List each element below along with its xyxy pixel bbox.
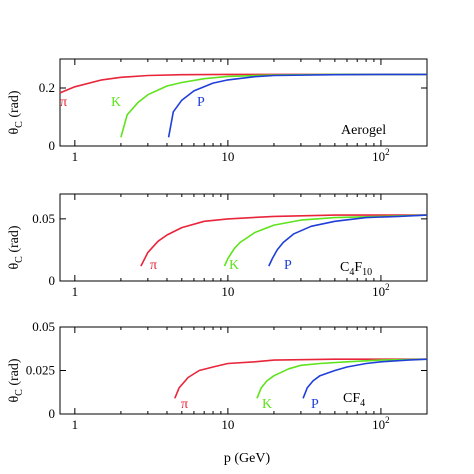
- y-axis-label: θC (rad): [7, 90, 25, 134]
- series-label-pi: π: [150, 258, 157, 273]
- plot-frame: [59, 193, 428, 282]
- x-tick-label: 10: [221, 417, 234, 432]
- y-axis-label: θC (rad): [7, 358, 25, 402]
- plot-frame: [59, 326, 428, 415]
- y-axis-label: θC (rad): [7, 225, 25, 269]
- y-tick-label: 0: [49, 273, 56, 288]
- series-line-p: [302, 358, 428, 399]
- x-tick-label: 102: [372, 147, 390, 164]
- y-tick-label: 0.2: [39, 80, 55, 95]
- medium-label: CF4: [343, 391, 365, 409]
- panel-aerogel: 1 10 102 0 0.2 θC (rad) π K P Aerogel: [7, 58, 428, 164]
- series-line-k: [256, 358, 428, 399]
- series-label-p: P: [284, 258, 292, 273]
- medium-label: C4F10: [340, 260, 372, 278]
- series-label-p: P: [311, 397, 319, 412]
- series-label-k: K: [229, 258, 239, 273]
- panel-c4f10: 1 10 102 0 0.05 θC (rad) π K P C4F10: [7, 193, 428, 299]
- y-tick-label: 0: [49, 406, 56, 421]
- x-tick-label: 1: [72, 149, 79, 164]
- series-label-k: K: [111, 95, 121, 110]
- x-tick-label: 1: [72, 284, 79, 299]
- series-label-p: P: [197, 95, 205, 110]
- series-label-k: K: [262, 397, 272, 412]
- series-line-p: [167, 73, 427, 138]
- x-tick-label: 102: [372, 282, 390, 299]
- x-axis-label: p (GeV): [224, 451, 271, 466]
- series-line-k: [223, 214, 428, 267]
- series-line-pi: [59, 73, 427, 94]
- x-tick-label: 1: [72, 417, 79, 432]
- series-line-p: [268, 214, 428, 267]
- series-label-pi: π: [181, 397, 188, 412]
- series-label-pi: π: [60, 95, 67, 110]
- x-tick-label: 10: [221, 149, 234, 164]
- medium-label: Aerogel: [341, 123, 386, 138]
- y-tick-label: 0.05: [32, 211, 55, 226]
- series-line-pi: [174, 358, 427, 399]
- y-tick-label: 0.025: [26, 363, 55, 378]
- y-tick-label: 0: [49, 138, 56, 153]
- panel-cf4: 1 10 102 0 0.025 0.05 θC (rad) π K P CF4: [7, 319, 428, 432]
- x-tick-label: 102: [372, 415, 390, 432]
- x-tick-label: 10: [221, 284, 234, 299]
- y-tick-label: 0.05: [32, 319, 55, 334]
- series-line-pi: [140, 214, 427, 267]
- plot-frame: [59, 58, 428, 147]
